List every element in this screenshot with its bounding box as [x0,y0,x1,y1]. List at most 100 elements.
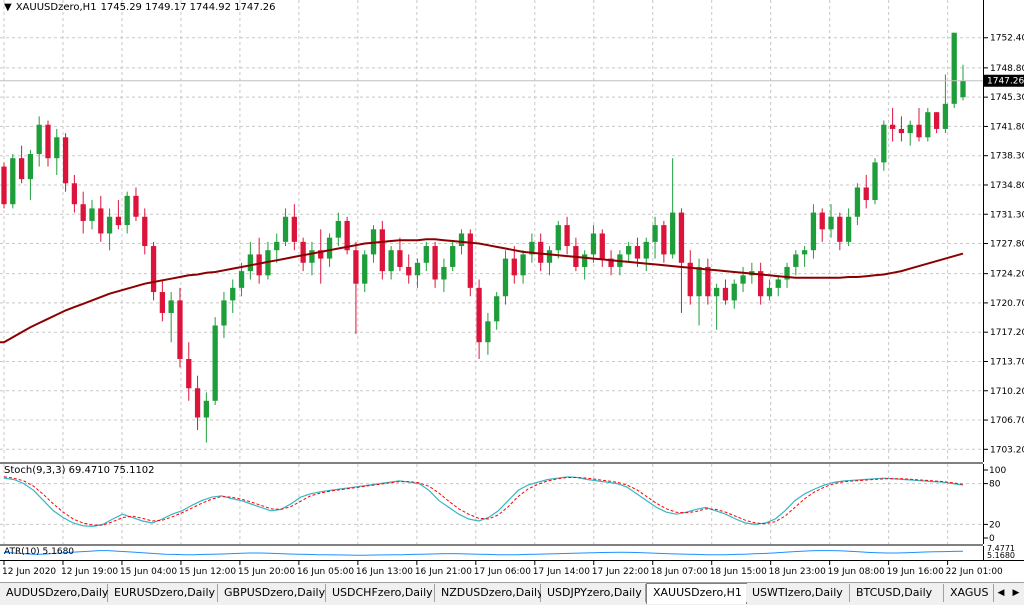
price-tick-label: 1706.70 [990,416,1024,426]
bear-candle [379,229,385,272]
bear-candle [300,241,306,263]
price-scale-svg: 1752.40 1748.80 1745.30 1741.80 1738.30 1734.… [984,34,1024,455]
tab-eurusdzero-daily[interactable]: EURUSDzero,Daily [108,584,218,602]
price-tick-label: 1703.20 [990,445,1024,455]
bull-candle [274,241,280,251]
bull-candle [925,112,931,138]
stoch-tick-label: 80 [989,480,1001,490]
bear-candle [758,271,764,297]
bull-candle [309,250,315,263]
bear-candle [344,220,350,251]
time-axis: 12 Jun 2020 12 Jun 19:00 15 Jun 04:00 15 Ju… [0,560,1024,579]
bull-candle [27,154,34,180]
bear-candle [1,166,7,205]
tab-xagus[interactable]: XAGUS [944,584,994,602]
price-tick-label: 1720.70 [990,299,1024,309]
tab-audusdzero-daily[interactable]: AUDUSDzero,Daily [0,584,108,602]
bull-candle [942,103,949,129]
stoch-tick-label: 0 [989,534,995,544]
bull-candle [643,241,649,259]
tab-xauusdzero-h1[interactable]: XAUUSDzero,H1 [646,583,747,604]
bull-candle [106,216,113,234]
bear-candle [898,128,905,134]
bear-candle [705,266,711,297]
time-tick-label: 19 Jun 16:00 [887,567,944,577]
time-tick-label: 15 Jun 12:00 [179,567,236,577]
bear-candle [722,287,729,301]
bear-candle [397,250,403,267]
bear-candle [45,124,51,159]
price-tick-label: 1727.80 [990,240,1024,250]
bull-candle [766,287,773,297]
tab-uswtizero-daily[interactable]: USWTIzero,Daily [746,584,850,602]
price-tick-label: 1710.20 [990,387,1024,397]
bull-candle [520,254,526,276]
atr-scale-value-2: 5.1680 [987,551,1015,560]
bull-candle [10,158,16,205]
bear-candle [18,158,25,180]
stochastic-scale-svg: 100 80 20 0 [984,466,1006,544]
stochastic-panel[interactable]: Stoch(9,3,3) 69.4710 75.1102 [0,464,983,544]
time-tick-label: 12 Jun 19:00 [61,567,118,577]
bear-candle [432,246,438,280]
tab-gbpusdzero-daily[interactable]: GBPUSDzero,Daily [218,584,326,602]
bull-candle [450,246,456,267]
bear-candle [863,187,869,201]
bear-candle [538,241,544,263]
current-price-box [984,74,1024,87]
bull-candle [810,212,817,251]
bear-candle [608,258,614,267]
dropdown-triangle-icon[interactable]: ▼ [4,2,12,13]
price-scale[interactable]: 1752.40 1748.80 1745.30 1741.80 1738.30 1734.… [983,0,1024,462]
bear-candle [687,262,693,297]
price-tick-label: 1738.30 [990,152,1024,162]
bull-candle [414,262,421,276]
bear-candle [599,233,605,259]
bull-candle [458,233,465,247]
bear-candle [819,212,825,230]
tab-scroll-left-icon[interactable]: ◀ [997,588,1005,598]
tab-usdjpyzero-daily[interactable]: USDJPYzero,Daily [541,584,646,602]
bear-candle [318,250,324,259]
tab-scroll-right-icon[interactable]: ▶ [1012,588,1020,598]
tab-usdchfzero-daily[interactable]: USDCHFzero,Daily [326,584,435,602]
bear-candle [256,254,262,276]
symbol-label: XAUUSDzero,H1 [15,2,97,13]
bull-candle [238,271,245,288]
time-tick-label: 12 Jun 2020 [2,567,56,577]
bull-candle [670,212,676,255]
bear-candle [133,195,139,217]
bear-candle [353,250,359,284]
bull-candle [960,80,966,98]
bull-candle [590,233,597,255]
price-tick-label: 1752.40 [990,34,1024,44]
bull-candle [555,225,561,251]
bull-candle [441,266,447,280]
bull-candle [951,32,957,104]
bull-candle [546,250,553,263]
time-tick-label: 18 Jun 07:00 [651,567,708,577]
panel-separator[interactable] [0,462,983,464]
bull-candle [203,400,209,418]
atr-scale: 7.4771 5.1680 [983,545,1024,560]
bull-candle [485,321,491,343]
bull-candle [845,216,852,242]
tab-nzdusdzero-daily[interactable]: NZDUSDzero,Daily [435,584,544,602]
stoch-tick-label: 100 [989,466,1006,476]
price-chart-panel[interactable]: ▼ XAUUSDzero,H1 1745.29 1749.17 1744.92 17… [0,0,983,462]
bull-candle [801,250,808,255]
stochastic-header: Stoch(9,3,3) 69.4710 75.1102 [4,465,155,476]
atr-panel[interactable]: ATR(10) 5.1680 [0,546,983,560]
bull-candle [282,216,289,242]
bear-candle [71,183,78,205]
price-tick-label: 1748.80 [990,64,1024,74]
price-tick-label: 1741.80 [990,122,1024,132]
panel-separator-2[interactable] [0,544,983,546]
tab-btcusd-daily[interactable]: BTCUSD,Daily [850,584,944,602]
time-tick-label: 19 Jun 08:00 [828,567,885,577]
bull-candle [212,325,218,401]
time-tick-label: 16 Jun 21:00 [415,567,472,577]
price-tick-label: 1717.20 [990,328,1024,338]
price-tick-label: 1724.20 [990,270,1024,280]
bear-candle [62,137,69,184]
